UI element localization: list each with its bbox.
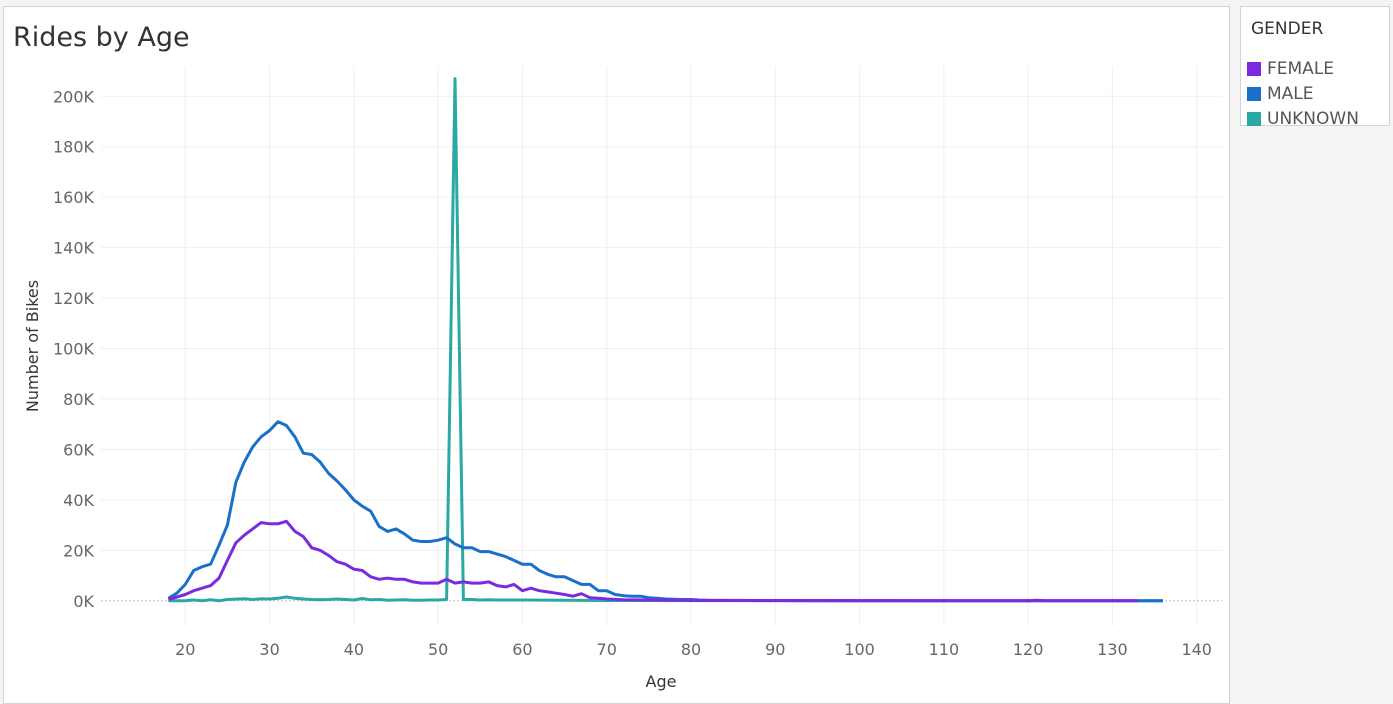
series-line-unknown[interactable] [168, 77, 1164, 603]
gridlines [101, 66, 1222, 626]
legend-swatch-unknown [1247, 112, 1261, 126]
series-line-female[interactable] [167, 519, 1138, 603]
x-tick-label: 80 [681, 640, 701, 659]
x-tick-label: 120 [1013, 640, 1044, 659]
y-tick-label: 120K [53, 289, 95, 308]
x-axis-title: Age [646, 672, 677, 691]
y-tick-label: 180K [53, 138, 95, 157]
x-tick-label: 50 [428, 640, 448, 659]
y-tick-label: 20K [63, 541, 94, 560]
legend-title: GENDER [1251, 19, 1324, 39]
y-tick-label: 100K [53, 340, 95, 359]
y-tick-label: 160K [53, 188, 95, 207]
y-tick-label: 60K [63, 440, 94, 459]
legend-label-male: MALE [1267, 84, 1314, 104]
rides-by-age-chart: 0K 20K 40K 60K 80K 100K 120K 140K 160K 180K 200K 2… [23, 66, 1222, 691]
x-tick-label: 100 [844, 640, 875, 659]
x-tick-label: 70 [597, 640, 617, 659]
gender-legend: GENDER FEMALE MALE UNKNOWN [1240, 6, 1390, 129]
chart-title: Rides by Age [13, 22, 190, 53]
y-tick-label: 0K [73, 592, 94, 611]
x-tick-label: 40 [344, 640, 364, 659]
x-tick-label: 30 [259, 640, 279, 659]
series-lines [167, 77, 1164, 603]
legend-swatch-female [1247, 62, 1261, 76]
x-tick-label: 110 [929, 640, 960, 659]
x-tick-label: 20 [175, 640, 195, 659]
y-axis-ticks: 0K 20K 40K 60K 80K 100K 120K 140K 160K 180K 200K [53, 87, 95, 611]
legend-label-female: FEMALE [1267, 59, 1335, 79]
x-axis-ticks: 20 30 40 50 60 70 80 90 100 110 120 130 140 [175, 640, 1212, 659]
series-line-male[interactable] [167, 420, 1163, 603]
x-tick-label: 90 [765, 640, 785, 659]
y-tick-label: 200K [53, 87, 95, 106]
x-tick-label: 130 [1097, 640, 1128, 659]
x-tick-label: 60 [512, 640, 532, 659]
x-tick-label: 140 [1181, 640, 1212, 659]
y-tick-label: 40K [63, 491, 94, 510]
legend-label-unknown: UNKNOWN [1267, 109, 1359, 129]
y-tick-label: 80K [63, 390, 94, 409]
y-tick-label: 140K [53, 239, 95, 258]
y-axis-title: Number of Bikes [23, 280, 42, 412]
legend-swatch-male [1247, 87, 1261, 101]
